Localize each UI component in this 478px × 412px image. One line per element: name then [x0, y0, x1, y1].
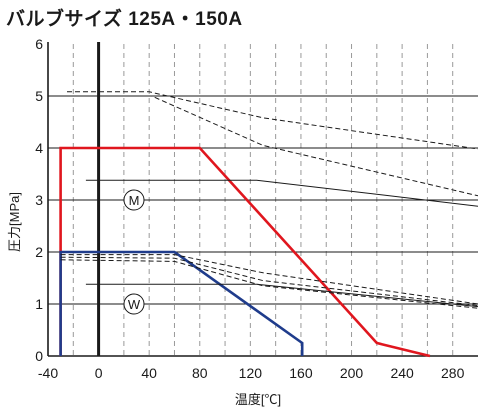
y-tick-label: 0	[35, 348, 43, 364]
annotation-label-w: W	[128, 297, 141, 312]
x-tick-label: 200	[340, 365, 364, 381]
annotation-circle-m	[123, 189, 145, 211]
series-line-4	[67, 91, 478, 150]
annotation-circle-w	[123, 293, 145, 315]
x-tick-label: 120	[239, 365, 263, 381]
series-line-3	[85, 179, 478, 207]
y-axis-label: 圧力[MPa]	[7, 192, 22, 252]
x-tick-label: 280	[441, 365, 465, 381]
series-line-6	[85, 283, 478, 308]
annotation-label-m: M	[129, 193, 140, 208]
series-layer	[59, 91, 478, 358]
annotations: MW	[123, 189, 145, 315]
y-tick-label: 5	[35, 88, 43, 104]
x-tick-label: 40	[141, 365, 157, 381]
grid	[47, 42, 478, 357]
x-tick-label: 160	[289, 365, 313, 381]
x-tick-label: 240	[390, 365, 414, 381]
chart-title: バルブサイズ 125A・150A	[6, 9, 243, 30]
series-line-5	[67, 95, 478, 197]
y-tick-label: 1	[35, 296, 43, 312]
x-axis-label: 温度[℃]	[235, 392, 281, 407]
series-line-7	[60, 254, 478, 305]
series-line-1	[59, 146, 431, 358]
y-tick-label: 6	[35, 36, 43, 52]
x-tick-label: 0	[95, 365, 103, 381]
series-line-9	[60, 259, 478, 309]
y-tick-label: 3	[35, 192, 43, 208]
x-tick-label: -40	[38, 365, 58, 381]
y-tick-label: 2	[35, 244, 43, 260]
y-tick-label: 4	[35, 140, 43, 156]
series-line-2	[59, 250, 304, 356]
series-line-8	[60, 256, 478, 307]
x-tick-label: 80	[192, 365, 208, 381]
